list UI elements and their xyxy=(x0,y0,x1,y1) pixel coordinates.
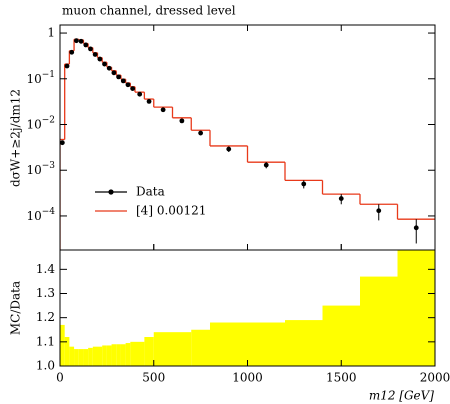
data-point xyxy=(78,38,84,44)
ratio-band xyxy=(78,349,84,366)
ratio-band xyxy=(97,346,103,366)
y-tick-label: 1.3 xyxy=(36,286,55,300)
y-tick-label: 1 xyxy=(47,26,55,40)
x-tick-label: 1500 xyxy=(326,371,357,385)
y-tick-label: 10−1 xyxy=(26,69,55,85)
ratio-band xyxy=(153,332,173,366)
data-point xyxy=(376,208,382,214)
data-point xyxy=(88,46,93,52)
ratio-band xyxy=(111,344,117,366)
x-tick-label: 2000 xyxy=(420,371,450,385)
data-point xyxy=(226,146,232,152)
y-tick-label: 10−4 xyxy=(26,206,55,222)
legend-label: Data xyxy=(136,185,165,199)
data-point xyxy=(160,107,166,113)
legend-marker xyxy=(108,189,114,195)
data-point xyxy=(146,99,152,104)
y-tick-label: 10−2 xyxy=(26,115,55,131)
ratio-band xyxy=(120,344,126,366)
y-tick-label: 1.1 xyxy=(36,334,55,348)
ratio-band xyxy=(172,332,192,366)
data-point xyxy=(338,196,344,201)
data-point xyxy=(64,63,70,69)
x-axis-label: m12 [GeV] xyxy=(369,389,434,403)
data-point xyxy=(74,38,79,44)
ratio-y-label: MC/Data xyxy=(9,281,23,335)
ratio-band xyxy=(92,346,98,366)
data-point xyxy=(102,61,107,67)
ratio-band xyxy=(322,305,360,366)
data-point xyxy=(301,181,307,187)
data-point xyxy=(69,49,75,55)
y-axis-label: dσW+≥2j/dm12 xyxy=(9,89,23,187)
legend-label: [4] 0.00121 xyxy=(136,204,206,218)
ratio-band xyxy=(247,322,285,366)
data-point xyxy=(83,42,89,48)
data-point xyxy=(92,52,98,57)
ratio-band xyxy=(135,341,145,366)
data-point xyxy=(120,78,126,84)
ratio-band xyxy=(60,324,65,366)
data-point xyxy=(111,70,117,76)
ratio-band xyxy=(285,320,323,366)
data-point xyxy=(125,82,131,88)
y-tick-label: 1.2 xyxy=(36,310,55,324)
data-point xyxy=(263,162,269,168)
ratio-band xyxy=(102,345,107,366)
ratio-band xyxy=(69,346,75,366)
ratio-band xyxy=(74,349,79,366)
ratio-band xyxy=(106,345,112,366)
data-point xyxy=(198,130,204,136)
plot-area xyxy=(60,38,435,250)
data-point xyxy=(179,118,185,124)
data-point xyxy=(116,74,121,80)
chart-title: muon channel, dressed level xyxy=(62,4,236,18)
data-point xyxy=(130,86,136,91)
ratio-band xyxy=(191,329,210,366)
ratio-band xyxy=(125,343,131,366)
ratio-band xyxy=(83,349,89,366)
plot-area xyxy=(60,250,435,366)
y-tick-label: 1.0 xyxy=(36,359,55,373)
panel-frame xyxy=(59,249,436,367)
ratio-band xyxy=(88,347,93,366)
ratio-band xyxy=(130,341,135,366)
data-point xyxy=(137,91,143,97)
ratio-band xyxy=(144,337,154,366)
ratio-band xyxy=(397,250,435,366)
y-tick-label: 1.4 xyxy=(36,262,55,276)
x-tick-label: 500 xyxy=(142,371,165,385)
ratio-band xyxy=(210,322,248,366)
ratio-band xyxy=(360,276,398,366)
data-point xyxy=(106,65,112,71)
y-tick-label: 10−3 xyxy=(26,161,55,177)
x-tick-label: 1000 xyxy=(232,371,263,385)
data-point xyxy=(413,225,419,231)
x-tick-label: 0 xyxy=(56,371,64,385)
ratio-band xyxy=(116,344,121,366)
data-point xyxy=(97,56,103,62)
data-point xyxy=(60,140,65,146)
ratio-band xyxy=(64,337,70,366)
